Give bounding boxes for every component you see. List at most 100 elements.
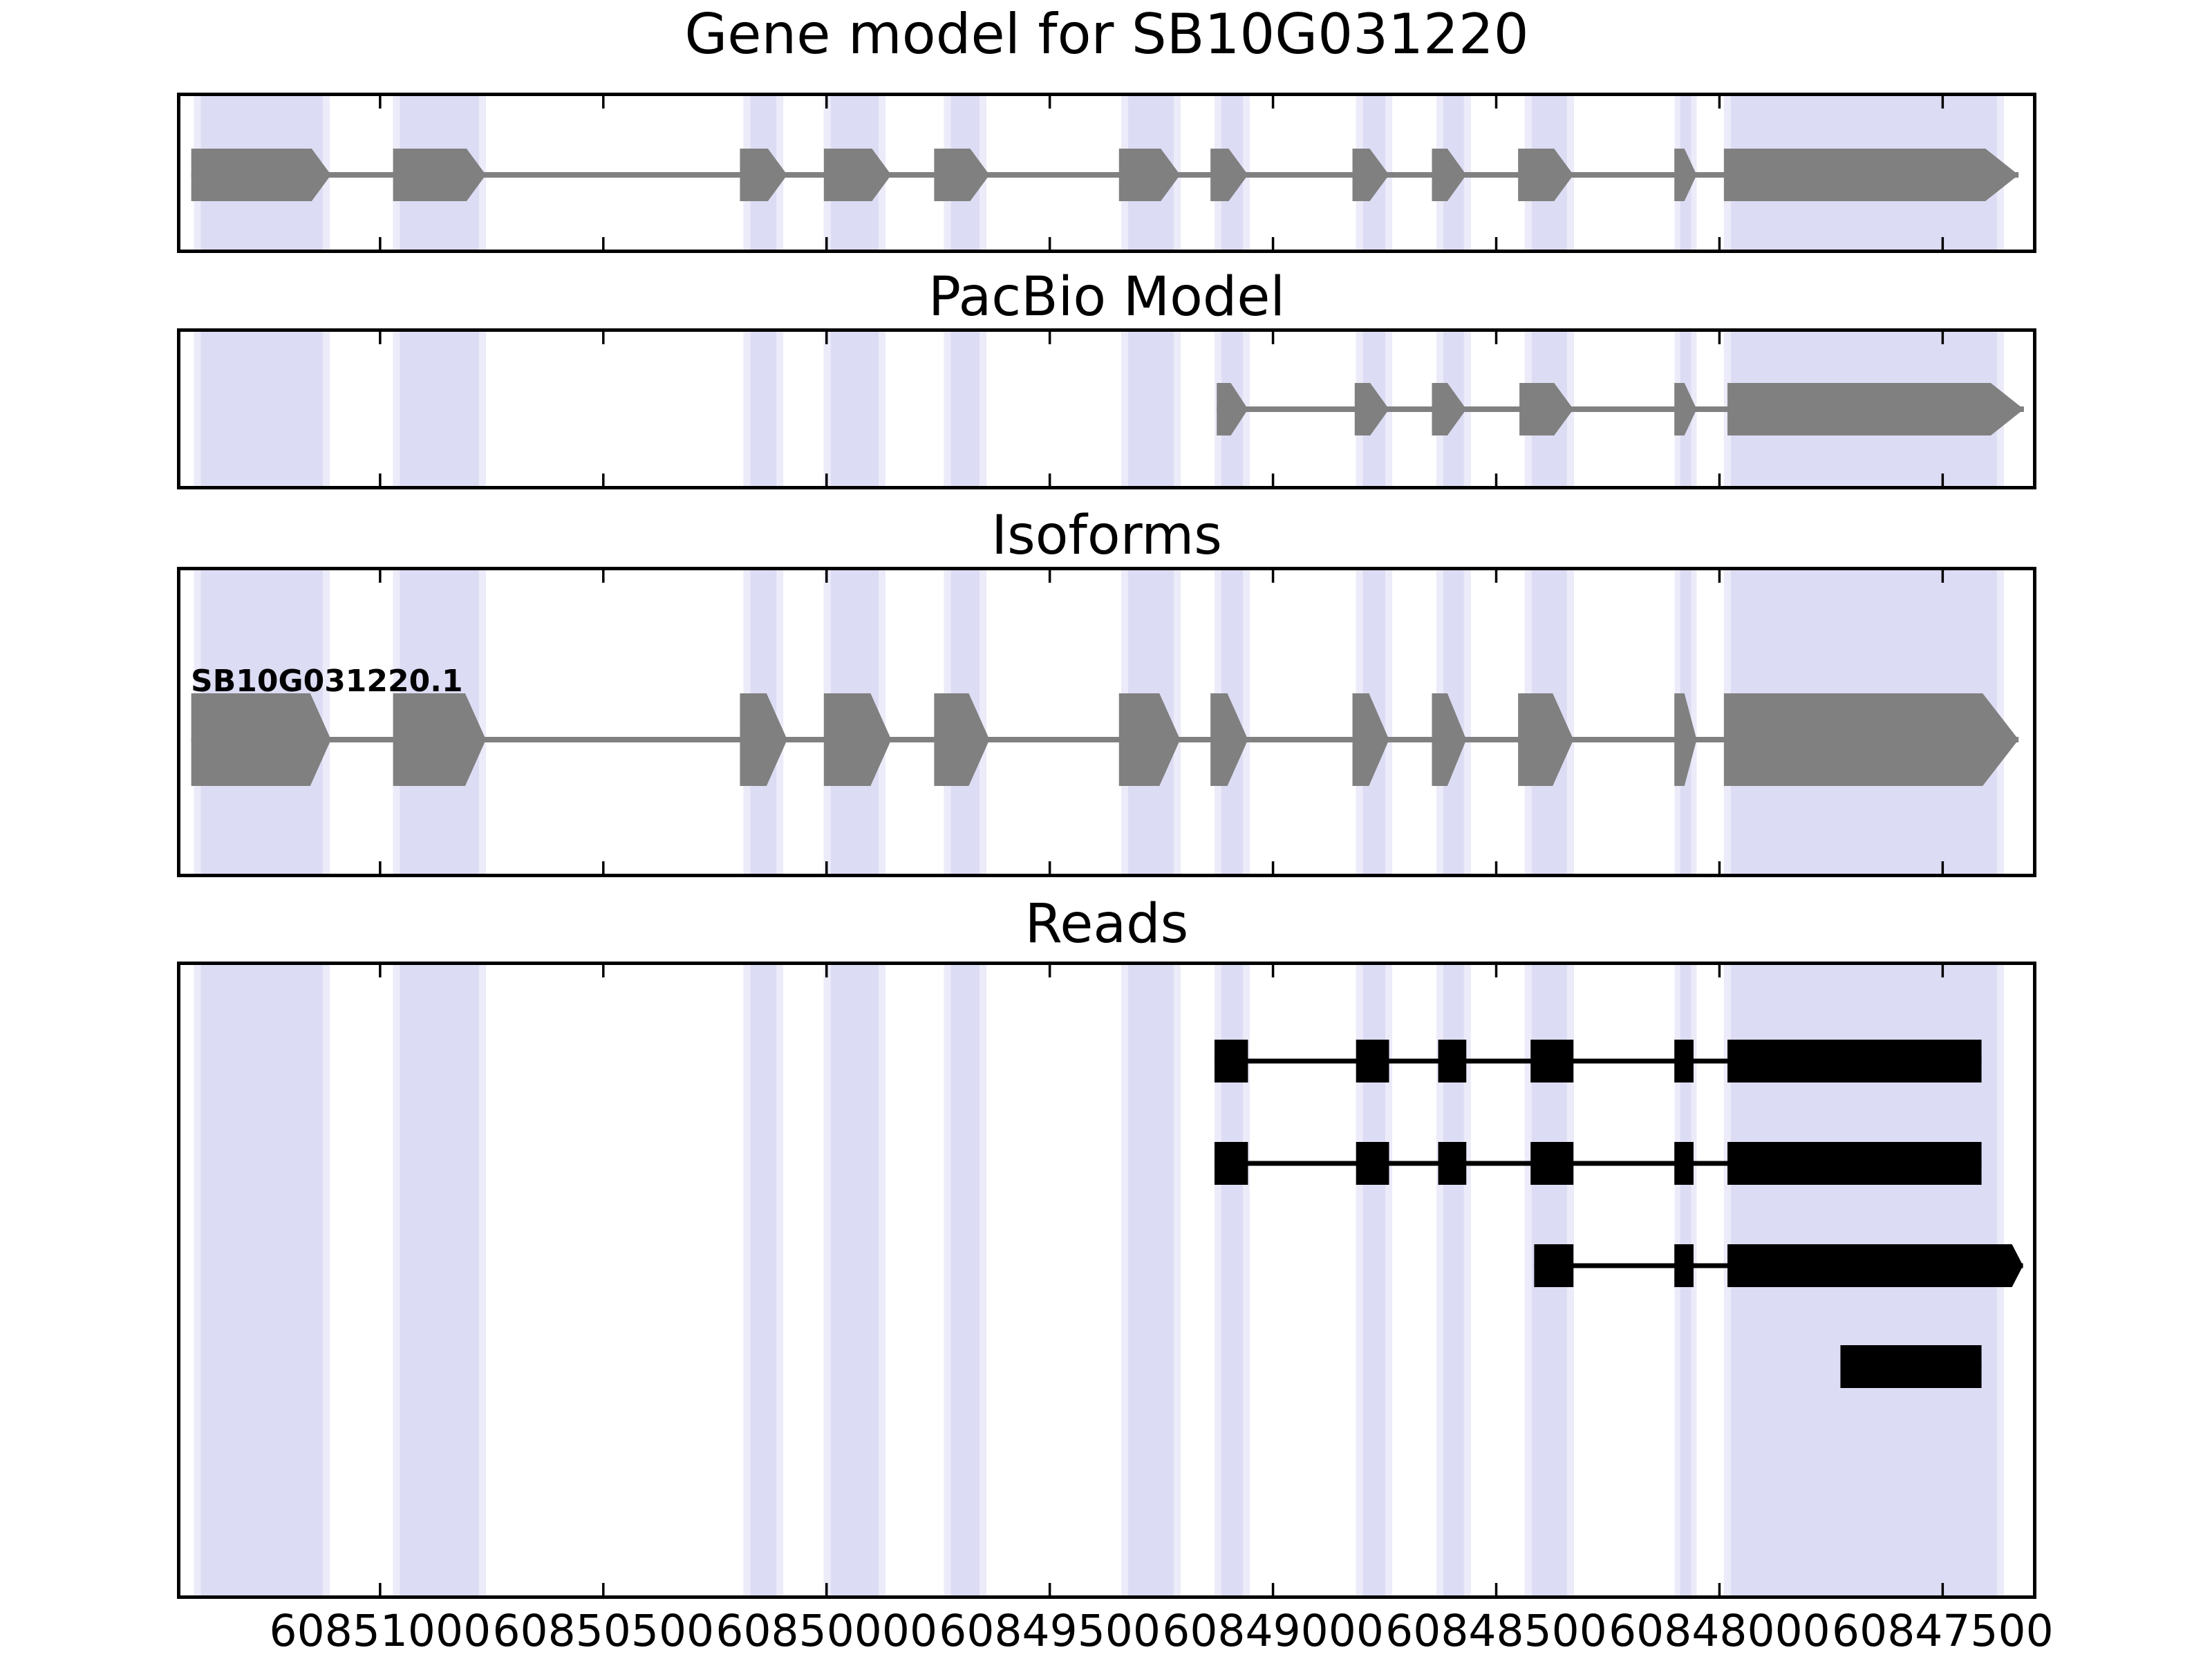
panel-border — [177, 962, 2036, 1599]
highlight-band-edge — [823, 330, 831, 487]
highlight-band-edge — [1356, 964, 1363, 1597]
exon-block — [1438, 1040, 1467, 1082]
highlight-band-edge — [1242, 569, 1250, 875]
highlight-band-edge — [1173, 330, 1181, 487]
highlight-band-edge — [1121, 964, 1128, 1597]
exon-block — [740, 149, 787, 201]
highlight-band-edge — [393, 964, 400, 1597]
panel-border — [177, 567, 2036, 877]
highlight-band-edge — [1691, 964, 1697, 1597]
exon-block — [1674, 383, 1697, 435]
highlight-band — [823, 330, 885, 487]
highlight-band-edge — [944, 964, 951, 1597]
exon-block — [1438, 1142, 1467, 1185]
exon-block — [1530, 1040, 1574, 1082]
exon-block — [740, 693, 787, 786]
exon-block — [1727, 1142, 1982, 1185]
exon-block — [1674, 1244, 1694, 1287]
highlight-band-edge — [979, 964, 986, 1597]
exon-block — [1352, 693, 1389, 786]
exon-block — [1432, 693, 1467, 786]
highlight-band-edge — [1723, 964, 1731, 1597]
exon-block — [1840, 1345, 1982, 1388]
highlight-band-edge — [743, 330, 751, 487]
exon-block — [1354, 383, 1389, 435]
exon-block — [1214, 1142, 1248, 1185]
highlight-band-edge — [776, 330, 784, 487]
highlight-band-edge — [979, 569, 986, 875]
highlight-band-edge — [478, 330, 486, 487]
exon-block — [1118, 693, 1181, 786]
reads-track-title: Reads — [1024, 893, 1189, 955]
exon-block — [1674, 1142, 1694, 1185]
exon-block — [1727, 1040, 1982, 1082]
exon-block — [393, 149, 486, 201]
highlight-band-edge — [322, 964, 330, 1597]
highlight-band-edge — [1566, 569, 1574, 875]
exon-block — [1214, 1040, 1248, 1082]
highlight-band-edge — [194, 964, 201, 1597]
highlight-band-edge — [944, 330, 951, 487]
exon-block — [1432, 383, 1467, 435]
exon-block — [1217, 383, 1248, 435]
x-tick-label: 60850500 — [492, 1606, 715, 1656]
exon-block — [1530, 1142, 1574, 1185]
highlight-band-edge — [1524, 964, 1532, 1597]
exon-block — [1727, 1244, 2023, 1287]
highlight-band-edge — [322, 330, 330, 487]
x-tick-label: 60849000 — [1162, 1606, 1384, 1656]
highlight-band-edge — [1214, 964, 1221, 1597]
highlight-band-edge — [1463, 964, 1471, 1597]
highlight-band — [194, 330, 330, 487]
exon-block — [1674, 149, 1697, 201]
highlight-band-edge — [823, 964, 831, 1597]
exon-block — [1210, 149, 1248, 201]
x-tick-label: 60848500 — [1385, 1606, 1607, 1656]
panel-border — [177, 328, 2036, 489]
exon-block — [1118, 149, 1181, 201]
isoforms-track-title: Isoforms — [991, 505, 1222, 567]
x-axis: 60851000 60850500 60850000 60849500 60849000… — [0, 1609, 2212, 1659]
exon-block — [1352, 149, 1389, 201]
reads-track-panel — [177, 962, 2036, 1599]
highlight-band — [393, 330, 486, 487]
exon-block — [1534, 1244, 1574, 1287]
exon-block — [1210, 693, 1248, 786]
exon-block — [191, 693, 331, 786]
highlight-band-edge — [743, 964, 751, 1597]
exon-block — [1727, 383, 2024, 435]
exon-block — [393, 693, 486, 786]
x-tick-label: 60850000 — [715, 1606, 938, 1656]
highlight-band-edge — [1385, 569, 1393, 875]
exon-block — [934, 149, 990, 201]
highlight-band-edge — [478, 569, 486, 875]
highlight-band — [1121, 964, 1181, 1597]
highlight-band — [944, 964, 986, 1597]
exon-block — [1723, 693, 2019, 786]
x-tick-label: 60847500 — [1832, 1606, 2054, 1656]
exon-block — [1674, 693, 1697, 786]
isoform-name-label: SB10G031220.1 — [191, 664, 463, 699]
gene-model-track-panel — [177, 93, 2036, 253]
exon-block — [1432, 149, 1467, 201]
exon-block — [1518, 149, 1574, 201]
highlight-band-edge — [776, 964, 784, 1597]
highlight-band-edge — [393, 330, 400, 487]
highlight-band — [393, 964, 486, 1597]
highlight-band — [944, 330, 986, 487]
x-tick-label: 60848000 — [1609, 1606, 1830, 1656]
exon-block — [1674, 1040, 1694, 1082]
highlight-band-edge — [1463, 569, 1471, 875]
highlight-band-edge — [322, 569, 330, 875]
highlight-band — [194, 964, 330, 1597]
highlight-band-edge — [1691, 569, 1697, 875]
highlight-band-edge — [1173, 964, 1181, 1597]
highlight-band-edge — [1242, 964, 1250, 1597]
exon-block — [191, 149, 331, 201]
pacbio-track-title: PacBio Model — [928, 266, 1286, 328]
highlight-band — [823, 964, 885, 1597]
highlight-band-edge — [776, 569, 784, 875]
highlight-band-edge — [1385, 964, 1393, 1597]
exon-block — [1723, 149, 2019, 201]
panel-border — [177, 93, 2036, 253]
